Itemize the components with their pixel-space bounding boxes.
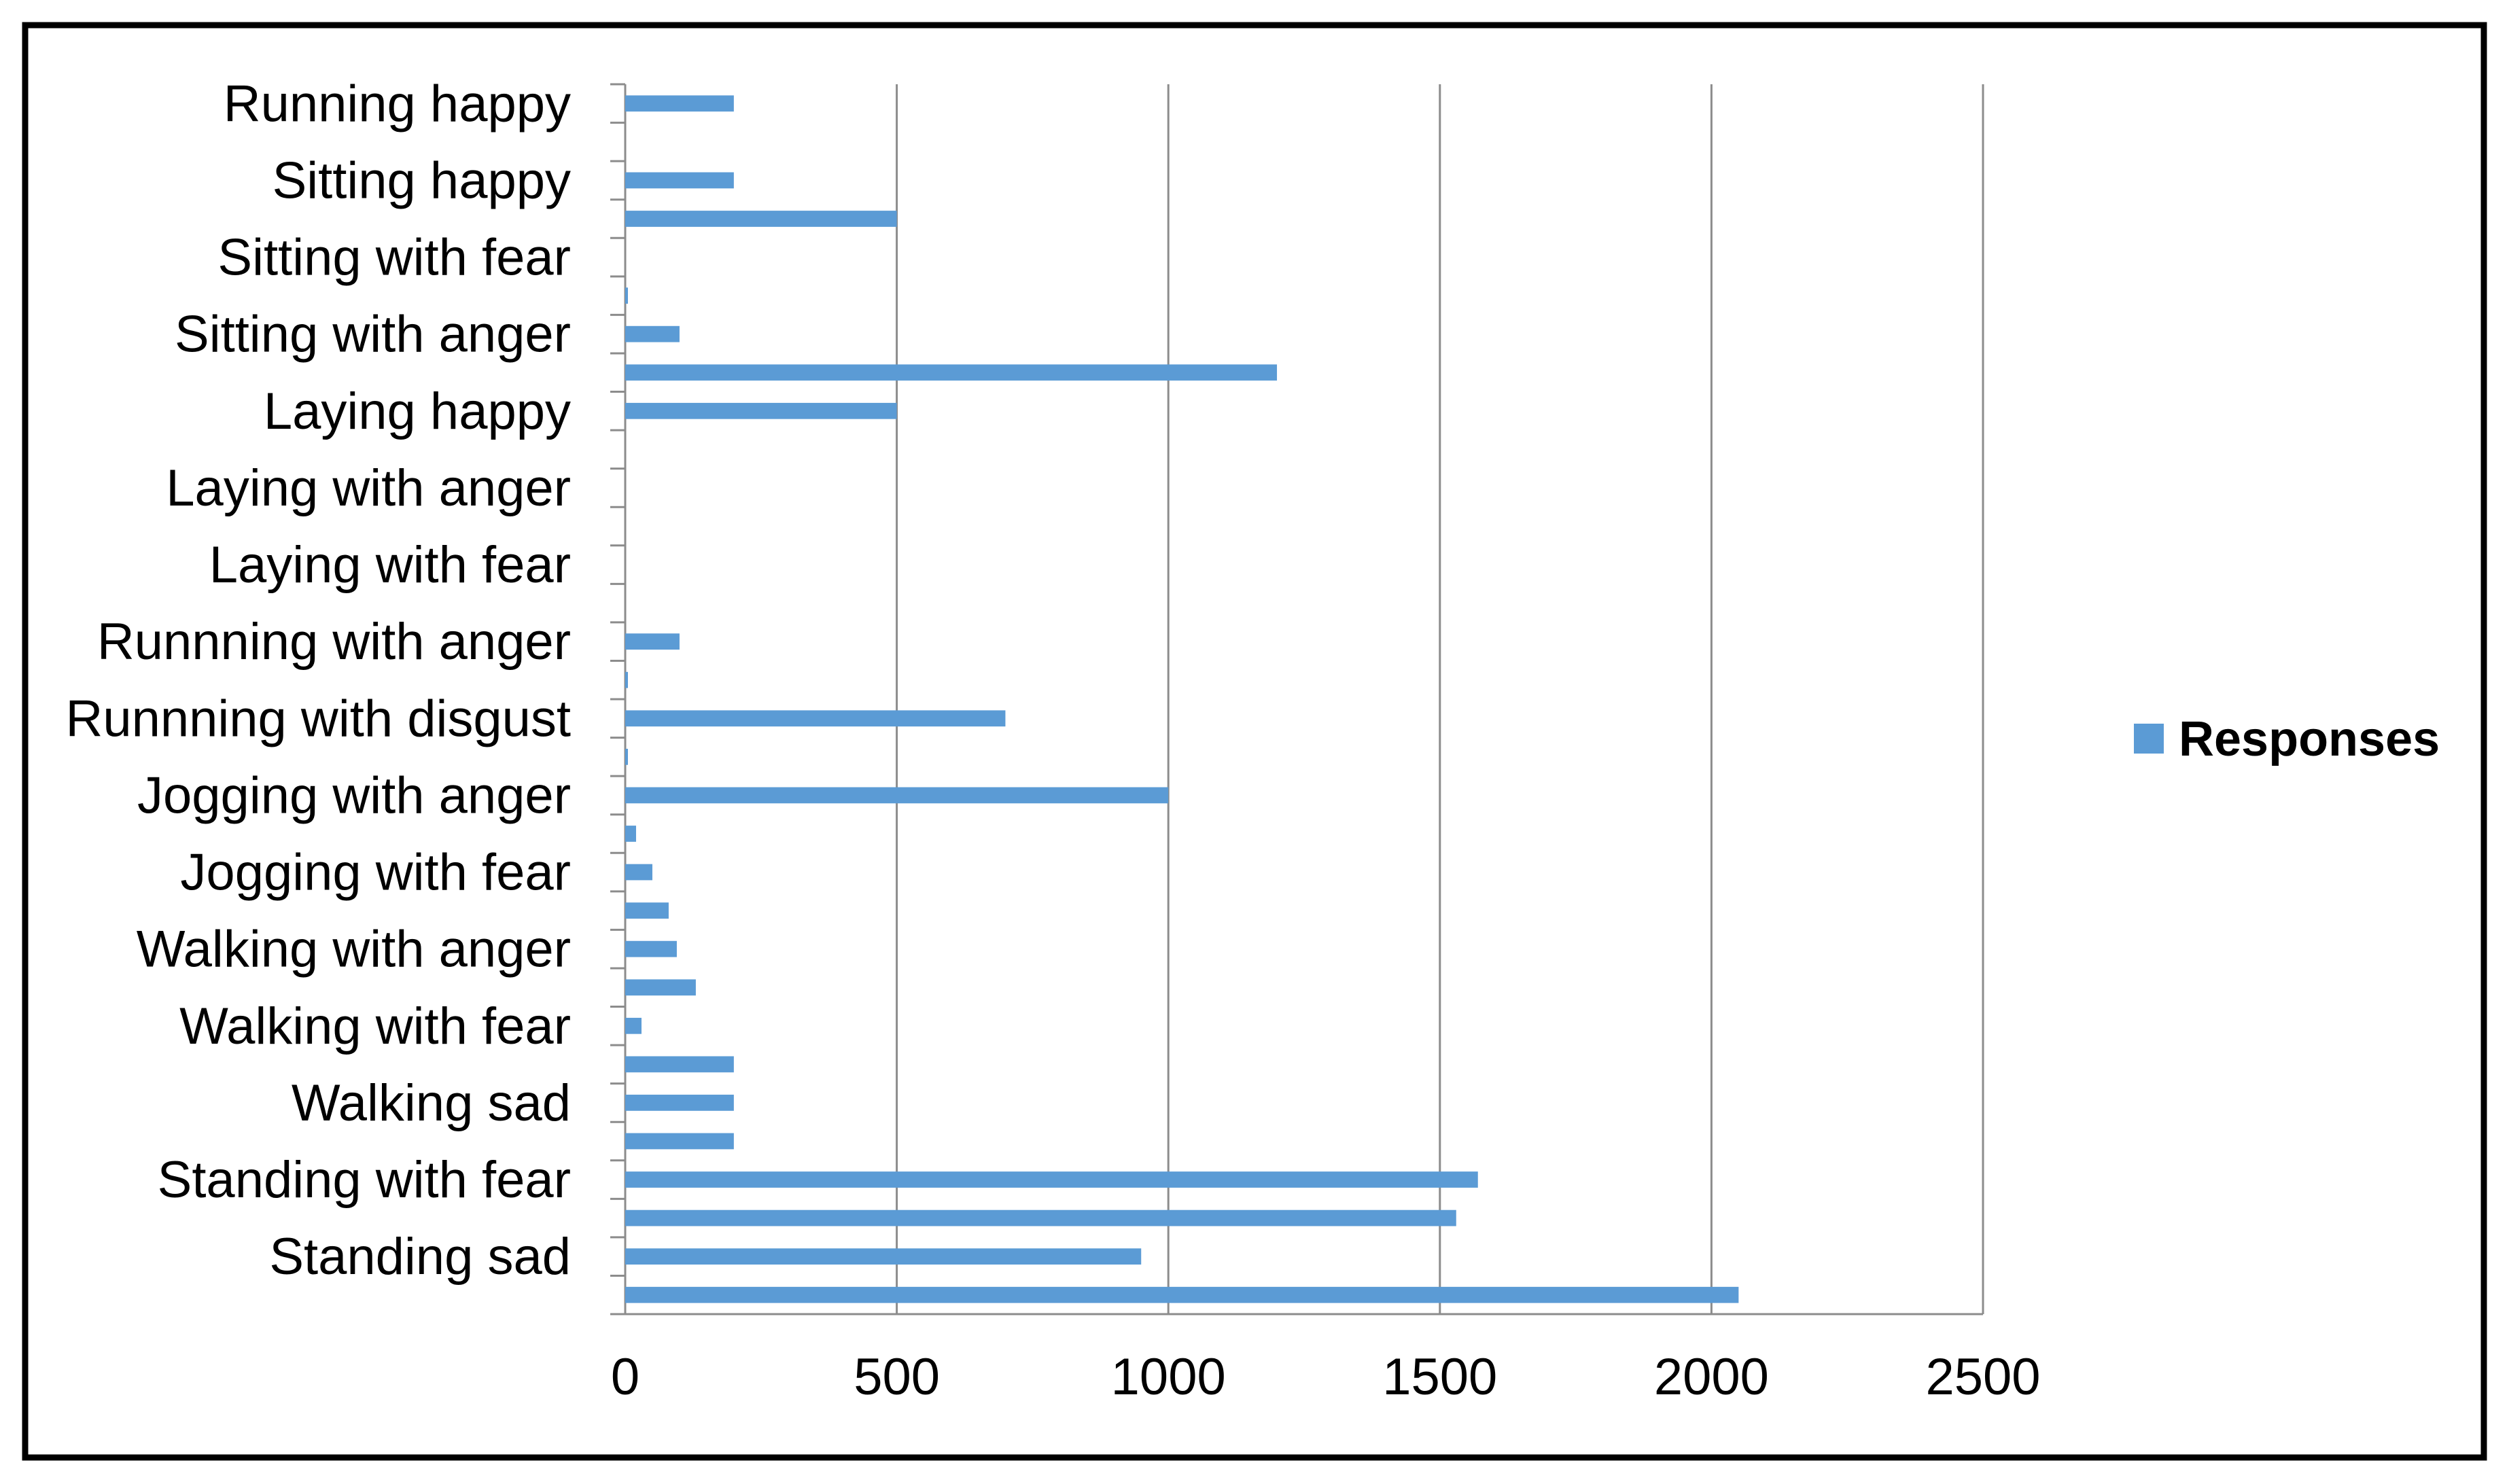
x-tick-label-1500: 1500 [1382,1348,1497,1406]
bar-responses-20 [625,864,652,881]
x-tick-label-2500: 2500 [1925,1348,2040,1406]
y-category-label: Jogging with fear [180,844,571,902]
y-category-label: Laying happy [264,383,571,440]
x-tick-label-0: 0 [611,1348,639,1406]
bar-responses-2 [625,172,734,189]
y-category-label: Laying with anger [166,459,571,517]
x-tick-label-1000: 1000 [1111,1348,1226,1406]
y-category-label: Walking sad [292,1074,571,1132]
bar-responses-31 [625,1286,1739,1303]
bar-responses-22 [625,940,677,957]
y-category-label: Walking with fear [179,997,571,1055]
y-category-label: Running happy [224,75,571,132]
bar-responses-23 [625,979,696,996]
bar-responses-3 [625,211,897,227]
bar-responses-18 [625,787,1169,804]
bar-responses-16 [625,710,1006,727]
legend-swatch-responses [2134,724,2164,754]
bar-responses-5 [625,287,628,304]
bar-responses-8 [625,402,897,419]
bar-responses-7 [625,364,1278,381]
bar-responses-15 [625,671,628,688]
bar-responses-17 [625,748,628,765]
y-category-label: Jogging with anger [137,766,571,824]
bar-responses-21 [625,902,669,919]
y-category-label: Sitting with fear [217,229,571,287]
y-category-label: Laying with fear [209,536,571,594]
bar-responses-28 [625,1171,1478,1188]
bar-responses-19 [625,826,636,842]
labels: 0 500 1000 1500 2000 2500 Running happy Sitting… [65,75,2040,1406]
bar-responses-6 [625,325,680,342]
y-category-label: Standing with fear [158,1151,571,1209]
bars [625,95,1739,1303]
bar-responses-30 [625,1248,1142,1265]
bar-responses-25 [625,1056,734,1073]
y-category-label: Sitting happy [273,152,571,209]
legend-label-responses: Responses [2179,712,2440,766]
y-category-label: Walking with anger [137,921,571,978]
y-category-label: Runnning with disgust [65,690,571,747]
y-category-label: Standing sad [269,1228,571,1286]
legend: Responses [2134,712,2440,766]
y-category-label: Runnning with anger [97,613,571,671]
x-tick-label-500: 500 [854,1348,940,1406]
bar-responses-26 [625,1095,734,1111]
x-tick-label-2000: 2000 [1654,1348,1769,1406]
bar-responses-0 [625,95,734,112]
bar-responses-29 [625,1209,1456,1226]
gridlines [896,84,1984,1314]
y-category-label: Sitting with anger [175,306,571,364]
bar-responses-27 [625,1133,734,1150]
bar-responses-24 [625,1017,642,1034]
bar-responses-14 [625,633,680,650]
